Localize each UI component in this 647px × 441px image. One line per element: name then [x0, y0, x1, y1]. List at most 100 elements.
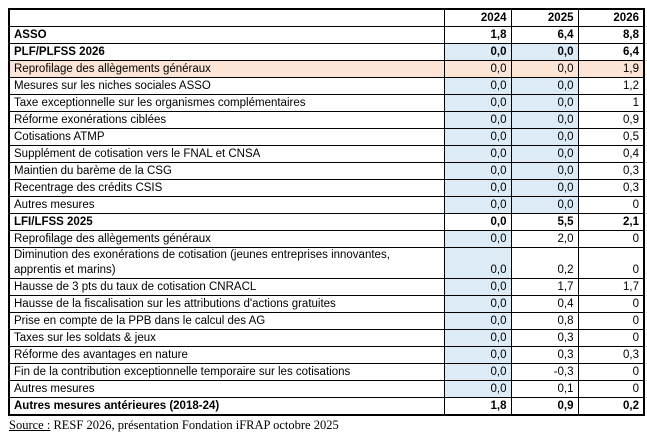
- table-body: ASSO 1,8 6,4 8,8 PLF/PLFSS 2026 0,0 0,0 6,4 Repr…: [8, 26, 645, 416]
- value-cell: 1,9: [577, 60, 645, 78]
- value-cell: 0: [577, 230, 645, 248]
- value-cell: 0,2: [577, 397, 645, 416]
- row-label: Reprofilage des allègements généraux: [8, 230, 445, 248]
- value-cell: 0,5: [577, 128, 645, 146]
- table-row: Réforme des avantages en nature 0,0 0,3 0,3: [8, 346, 645, 364]
- value-cell: 0,0: [443, 312, 512, 330]
- table-row: Hausse de la fiscalisation sur les attri…: [8, 295, 645, 313]
- value-cell: 2,1: [577, 213, 645, 231]
- table-row: Reprofilage des allègements généraux 0,0 0…: [8, 60, 645, 78]
- value-cell: 0,0: [510, 111, 579, 129]
- value-cell: 1,8: [443, 397, 512, 416]
- value-cell: 1,2: [577, 77, 645, 95]
- value-cell: 0,8: [510, 312, 579, 330]
- row-label: PLF/PLFSS 2026: [8, 43, 445, 61]
- value-cell: 6,4: [577, 43, 645, 61]
- table-row: Autres mesures 0,0 0,1 0: [8, 380, 645, 398]
- value-cell: 0,0: [443, 179, 512, 197]
- value-cell: 0,0: [443, 196, 512, 214]
- row-label: LFI/LFSS 2025: [8, 213, 445, 231]
- table-row: Recentrage des crédits CSIS 0,0 0,0 0,3: [8, 179, 645, 197]
- value-cell: 0: [577, 196, 645, 214]
- table-row: Hausse de 3 pts du taux de cotisation CN…: [8, 278, 645, 296]
- row-label: Reprofilage des allègements généraux: [8, 60, 445, 78]
- value-cell: 0,0: [443, 278, 512, 296]
- row-label: Autres mesures antérieures (2018-24): [8, 397, 445, 416]
- header-cell-year: 2026: [577, 8, 645, 27]
- row-label: Diminution des exonérations de cotisatio…: [8, 247, 445, 279]
- row-label: Hausse de la fiscalisation sur les attri…: [8, 295, 445, 313]
- value-cell: 0,0: [443, 346, 512, 364]
- value-cell: 0,0: [510, 162, 579, 180]
- table-row: Cotisations ATMP 0,0 0,0 0,5: [8, 128, 645, 146]
- value-cell: 0,3: [577, 162, 645, 180]
- row-label: Maintien du barème de la CSG: [8, 162, 445, 180]
- value-cell: 0: [577, 380, 645, 398]
- table-row: ASSO 1,8 6,4 8,8: [8, 26, 645, 44]
- value-cell: 0: [577, 247, 645, 279]
- value-cell: 0: [577, 295, 645, 313]
- value-cell: 1,7: [577, 278, 645, 296]
- value-cell: 0,0: [510, 196, 579, 214]
- measures-table: 2024 2025 2026 ASSO 1,8 6,4 8,8 PLF/PLFSS 2026…: [8, 8, 645, 416]
- value-cell: 1,8: [443, 26, 512, 44]
- header-cell-empty: [8, 8, 445, 27]
- source-label: Source :: [9, 418, 51, 432]
- table-row: Mesures sur les niches sociales ASSO 0,0 0…: [8, 77, 645, 95]
- row-label: Hausse de 3 pts du taux de cotisation CN…: [8, 278, 445, 296]
- value-cell: 1,7: [510, 278, 579, 296]
- value-cell: 0,0: [443, 363, 512, 381]
- table-row: Autres mesures 0,0 0,0 0: [8, 196, 645, 214]
- value-cell: 0,3: [510, 346, 579, 364]
- value-cell: 0,3: [577, 179, 645, 197]
- value-cell: 0,0: [510, 94, 579, 112]
- value-cell: 0,0: [510, 128, 579, 146]
- table-row: Supplément de cotisation vers le FNAL et…: [8, 145, 645, 163]
- value-cell: 0,0: [443, 162, 512, 180]
- value-cell: 0,0: [510, 179, 579, 197]
- value-cell: 1: [577, 94, 645, 112]
- value-cell: 0,0: [443, 380, 512, 398]
- value-cell: 0,0: [510, 77, 579, 95]
- value-cell: 0,0: [443, 295, 512, 313]
- source-note: Source : RESF 2026, présentation Fondati…: [9, 418, 339, 433]
- value-cell: 0,0: [443, 128, 512, 146]
- value-cell: 0,0: [443, 213, 512, 231]
- value-cell: -0,3: [510, 363, 579, 381]
- value-cell: 0: [577, 312, 645, 330]
- table-row: LFI/LFSS 2025 0,0 5,5 2,1: [8, 213, 645, 231]
- table-row: Autres mesures antérieures (2018-24) 1,8 0…: [8, 397, 645, 416]
- row-label: Supplément de cotisation vers le FNAL et…: [8, 145, 445, 163]
- row-label: Réforme des avantages en nature: [8, 346, 445, 364]
- value-cell: 0: [577, 329, 645, 347]
- value-cell: 0,0: [443, 43, 512, 61]
- value-cell: 0,0: [443, 111, 512, 129]
- value-cell: 0,9: [577, 111, 645, 129]
- row-label: Taxes sur les soldats & jeux: [8, 329, 445, 347]
- value-cell: 0,0: [443, 230, 512, 248]
- value-cell: 5,5: [510, 213, 579, 231]
- table-row: Maintien du barème de la CSG 0,0 0,0 0,3: [8, 162, 645, 180]
- value-cell: 0,3: [577, 346, 645, 364]
- value-cell: 0,0: [510, 43, 579, 61]
- row-label: Autres mesures: [8, 196, 445, 214]
- value-cell: 0,3: [510, 329, 579, 347]
- value-cell: 0,4: [577, 145, 645, 163]
- row-label: Recentrage des crédits CSIS: [8, 179, 445, 197]
- value-cell: 0,0: [443, 145, 512, 163]
- row-label: Cotisations ATMP: [8, 128, 445, 146]
- row-label: ASSO: [8, 26, 445, 44]
- row-label: Fin de la contribution exceptionnelle te…: [8, 363, 445, 381]
- value-cell: 0,0: [443, 77, 512, 95]
- source-text: RESF 2026, présentation Fondation iFRAP …: [50, 418, 339, 432]
- header-cell-year: 2024: [443, 8, 512, 27]
- value-cell: 0,0: [510, 145, 579, 163]
- header-row: 2024 2025 2026: [8, 8, 645, 27]
- table-row: Taxe exceptionnelle sur les organismes c…: [8, 94, 645, 112]
- value-cell: 0,0: [443, 247, 512, 279]
- row-label: Autres mesures: [8, 380, 445, 398]
- header-cell-year: 2025: [510, 8, 579, 27]
- value-cell: 0: [577, 363, 645, 381]
- table-row: Diminution des exonérations de cotisatio…: [8, 247, 645, 279]
- value-cell: 6,4: [510, 26, 579, 44]
